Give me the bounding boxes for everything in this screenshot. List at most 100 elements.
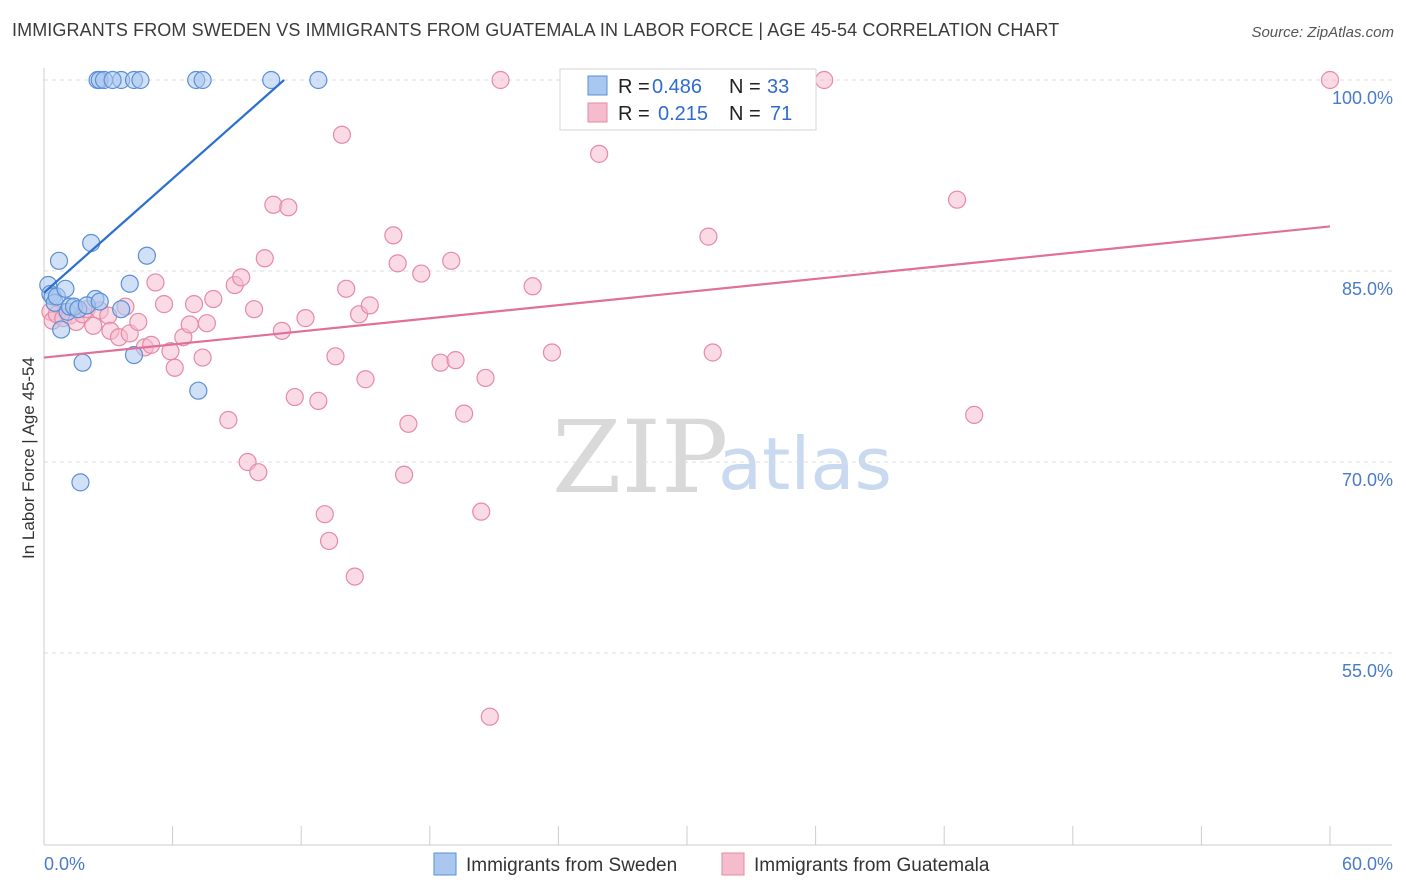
sweden-point-12 bbox=[73, 353, 92, 372]
guatemala-point-63 bbox=[523, 277, 542, 296]
guatemala-n-label: N = bbox=[729, 103, 761, 125]
sweden-point-30 bbox=[124, 345, 144, 365]
guatemala-point-61 bbox=[480, 707, 499, 726]
guatemala-r-label: R = bbox=[618, 103, 650, 125]
x-tick-label-1: 60.0% bbox=[1342, 854, 1393, 874]
x-tick-label-0: 0.0% bbox=[44, 854, 85, 874]
watermark-zip: ZIP bbox=[552, 399, 728, 516]
guatemala-point-64 bbox=[542, 343, 562, 362]
guatemala-point-15 bbox=[129, 312, 148, 332]
x-axis-ticks bbox=[43, 826, 1331, 845]
guatemala-r-value: 0.215 bbox=[658, 103, 708, 125]
guatemala-point-50 bbox=[384, 226, 403, 245]
guatemala-point-41 bbox=[315, 505, 334, 524]
trend-lines bbox=[43, 79, 1331, 359]
sweden-point-25 bbox=[193, 70, 212, 90]
guatemala-point-42 bbox=[319, 531, 339, 551]
guatemala-point-40 bbox=[309, 391, 328, 410]
guatemala-trend-line bbox=[43, 225, 1331, 359]
sweden-point-33 bbox=[71, 473, 90, 492]
guatemala-point-35 bbox=[264, 195, 283, 214]
guatemala-point-28 bbox=[219, 410, 238, 430]
guatemala-point-32 bbox=[244, 300, 264, 319]
guatemala-legend-swatch bbox=[587, 102, 608, 123]
guatemala-point-71 bbox=[1320, 70, 1340, 90]
guatemala-point-49 bbox=[360, 296, 379, 315]
sweden-n-label: N = bbox=[729, 76, 761, 98]
guatemala-n-value: 71 bbox=[770, 103, 792, 125]
guatemala-point-19 bbox=[154, 295, 174, 314]
sweden-trend-line bbox=[43, 79, 285, 294]
legend-label-guatemala: Immigrants from Guatemala bbox=[754, 855, 990, 876]
guatemala-point-54 bbox=[412, 264, 431, 283]
sweden-point-32 bbox=[189, 381, 208, 400]
guatemala-point-39 bbox=[296, 309, 315, 328]
guatemala-point-67 bbox=[703, 343, 722, 362]
gridlines bbox=[44, 79, 1392, 654]
y-axis-tick-labels: 55.0% 70.0% 85.0% 100.0% bbox=[1332, 88, 1393, 681]
guatemala-point-60 bbox=[476, 368, 495, 388]
y-tick-label-2: 85.0% bbox=[1342, 279, 1393, 299]
sweden-r-value: 0.486 bbox=[652, 76, 702, 98]
guatemala-point-37 bbox=[279, 198, 298, 217]
guatemala-point-48 bbox=[356, 370, 375, 389]
x-axis-tick-labels: 0.0% 60.0% bbox=[44, 854, 1393, 874]
guatemala-point-70 bbox=[965, 405, 984, 424]
guatemala-point-57 bbox=[446, 351, 465, 370]
sweden-point-23 bbox=[131, 70, 150, 90]
guatemala-point-46 bbox=[345, 567, 364, 586]
guatemala-point-23 bbox=[180, 315, 199, 334]
guatemala-point-26 bbox=[197, 314, 216, 333]
sweden-point-13 bbox=[82, 233, 101, 253]
chart-title: IMMIGRANTS FROM SWEDEN VS IMMIGRANTS FRO… bbox=[12, 20, 1060, 40]
guatemala-points bbox=[41, 70, 1340, 726]
guatemala-point-58 bbox=[454, 404, 474, 423]
sweden-point-16 bbox=[90, 292, 109, 311]
sweden-point-27 bbox=[309, 70, 328, 90]
sweden-points bbox=[39, 70, 328, 492]
y-tick-label-0: 55.0% bbox=[1342, 661, 1393, 681]
sweden-point-21 bbox=[103, 70, 122, 90]
sweden-point-29 bbox=[120, 274, 139, 293]
guatemala-point-55 bbox=[431, 353, 450, 372]
guatemala-point-65 bbox=[590, 144, 609, 163]
guatemala-point-34 bbox=[255, 249, 274, 268]
series-legend: Immigrants from Sweden Immigrants from G… bbox=[433, 852, 990, 876]
sweden-n-value: 33 bbox=[767, 76, 789, 98]
guatemala-point-21 bbox=[165, 358, 184, 377]
guatemala-point-8 bbox=[84, 316, 103, 335]
guatemala-point-43 bbox=[326, 347, 345, 366]
guatemala-point-44 bbox=[332, 125, 352, 144]
sweden-point-26 bbox=[262, 70, 281, 90]
source-label: Source: ZipAtlas.com bbox=[1251, 24, 1394, 41]
legend-label-sweden: Immigrants from Sweden bbox=[466, 855, 677, 876]
guatemala-point-18 bbox=[146, 273, 165, 292]
guatemala-point-62 bbox=[491, 70, 510, 90]
guatemala-point-56 bbox=[442, 251, 461, 270]
sweden-point-7 bbox=[56, 279, 75, 298]
guatemala-point-20 bbox=[161, 342, 180, 361]
guatemala-point-17 bbox=[142, 335, 161, 354]
watermark: ZIP atlas bbox=[552, 399, 892, 516]
sweden-r-label: R = bbox=[618, 76, 650, 98]
guatemala-point-45 bbox=[337, 279, 356, 298]
sweden-point-31 bbox=[137, 246, 156, 265]
stats-legend: R = 0.486 N = 33 R = 0.215 N = 71 bbox=[559, 68, 817, 131]
sweden-point-5 bbox=[49, 251, 69, 270]
guatemala-point-69 bbox=[947, 190, 967, 209]
guatemala-point-25 bbox=[193, 348, 212, 367]
watermark-atlas: atlas bbox=[718, 422, 892, 506]
guatemala-point-53 bbox=[399, 414, 418, 433]
sweden-point-28 bbox=[112, 300, 131, 319]
guatemala-point-36 bbox=[272, 321, 292, 340]
y-axis-label: In Labor Force | Age 45-54 bbox=[19, 357, 38, 559]
guatemala-point-66 bbox=[699, 227, 718, 246]
y-tick-label-1: 70.0% bbox=[1342, 470, 1393, 490]
guatemala-point-52 bbox=[394, 465, 414, 484]
guatemala-point-51 bbox=[388, 254, 407, 273]
legend-swatch-sweden bbox=[433, 852, 457, 876]
guatemala-point-38 bbox=[285, 387, 304, 407]
guatemala-point-24 bbox=[184, 295, 204, 314]
sweden-point-6 bbox=[52, 320, 71, 339]
